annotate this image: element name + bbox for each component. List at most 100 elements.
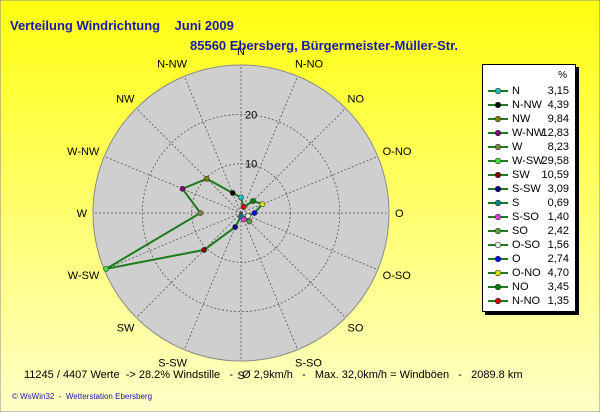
legend-value: 29,58	[541, 155, 569, 167]
ring-label-20: 20	[245, 109, 257, 121]
legend-marker-n-nw	[488, 101, 508, 109]
legend-entry-no: NO 3,45	[487, 281, 573, 294]
chart-subtitle: 85560 Ebersberg, Bürgermeister-Müller-St…	[190, 38, 459, 53]
legend-value: 4,70	[547, 267, 569, 279]
spoke-o-so	[240, 212, 378, 271]
legend-unit: %	[558, 70, 567, 81]
legend-marker-s-sw	[488, 185, 508, 193]
direction-label-n-nw: N-NW	[157, 58, 188, 70]
point-s-so	[240, 216, 247, 223]
legend-marker-w	[488, 143, 508, 151]
direction-label-s-sw: S-SW	[158, 358, 187, 370]
direction-label-o-so: O-SO	[383, 270, 412, 282]
legend-marker-s-so	[488, 213, 508, 221]
legend-label: SO	[512, 225, 528, 237]
legend-label: NW	[512, 113, 531, 125]
point-no	[250, 198, 256, 204]
point-w-sw	[103, 265, 110, 272]
direction-label-sw: SW	[117, 323, 135, 335]
legend-entry-w: W 8,23	[487, 141, 573, 154]
direction-label-o: O	[395, 208, 404, 220]
direction-label-w: W	[77, 208, 88, 220]
legend-value: 1,56	[547, 239, 569, 251]
point-o-no	[259, 201, 266, 208]
legend-label: S-SW	[512, 183, 541, 195]
direction-label-no: NO	[348, 93, 365, 105]
legend-entry-n-nw: N-NW 4,39	[487, 99, 573, 112]
credit-line: © WsWin32 - Wetterstation Ebersberg	[12, 392, 153, 401]
legend-entry-n: N 3,15	[487, 85, 573, 98]
point-n-no	[240, 203, 247, 210]
legend-value: 1,35	[547, 295, 569, 307]
direction-label-s-so: S-SO	[295, 358, 322, 370]
spoke-n-no	[240, 76, 299, 214]
legend-label: W-SW	[512, 155, 544, 167]
spoke-no	[240, 108, 346, 214]
spoke-so	[240, 212, 346, 318]
legend-marker-w-nw	[488, 129, 508, 137]
legend-label: SW	[512, 169, 530, 181]
legend-marker-w-sw	[488, 157, 508, 165]
legend-value: 1,40	[547, 211, 569, 223]
legend-value: 8,23	[547, 141, 569, 153]
legend-entry-w-nw: W-NW 12,83	[487, 127, 573, 140]
point-n-nw	[229, 190, 236, 196]
legend-label: S-SO	[512, 211, 539, 223]
ring-label-10: 10	[245, 159, 257, 171]
spoke-nw	[136, 108, 242, 214]
legend-marker-so	[488, 227, 508, 235]
legend-entry-so: SO 2,42	[487, 225, 573, 238]
legend-marker-sw	[488, 171, 508, 179]
direction-label-n: N	[237, 46, 245, 58]
legend-label: S	[512, 197, 520, 209]
legend-value: 0,69	[547, 197, 569, 209]
legend-label: O-NO	[512, 267, 541, 279]
point-sw	[201, 247, 207, 253]
legend-entry-sw: SW 10,59	[487, 169, 573, 182]
legend-entry-n-no: N-NO 1,35	[487, 295, 573, 308]
legend-value: 2,74	[547, 253, 569, 265]
legend-marker-no	[488, 283, 508, 291]
legend-entry-s-so: S-SO 1,40	[487, 211, 573, 224]
legend-marker-n-no	[488, 297, 508, 305]
spoke-s-so	[240, 212, 299, 350]
spoke-n-nw	[183, 76, 242, 214]
legend-marker-o-no	[488, 269, 508, 277]
legend-marker-o-so	[488, 241, 508, 249]
legend-value: 2,42	[547, 225, 569, 237]
point-o-so	[245, 213, 252, 219]
direction-label-s: S	[237, 370, 244, 382]
legend-value: 10,59	[541, 169, 569, 181]
legend-entry-w-sw: W-SW 29,58	[487, 155, 573, 168]
legend-label: O-SO	[512, 239, 541, 251]
legend-entry-o-no: O-NO 4,70	[487, 267, 573, 280]
point-so	[246, 218, 253, 225]
legend-marker-o	[488, 255, 508, 263]
spoke-w-sw	[104, 212, 242, 271]
legend-label: N	[512, 85, 520, 97]
direction-label-so: SO	[348, 323, 364, 335]
spoke-sw	[136, 212, 242, 318]
point-nw	[203, 175, 210, 182]
legend-value: 3,15	[547, 85, 569, 97]
point-n	[238, 194, 244, 201]
legend-label: N-NO	[512, 295, 541, 307]
legend: % N 3,15 N-NW 4,39 NW 9,84 W-NW 12,83 W 8,23 W-SW 2…	[482, 64, 576, 312]
legend-label: W-NW	[512, 127, 545, 139]
legend-label: N-NW	[512, 99, 542, 111]
legend-entry-s: S 0,69	[487, 197, 573, 210]
direction-label-w-nw: W-NW	[67, 146, 100, 158]
point-w-nw	[179, 185, 186, 192]
legend-entry-o-so: O-SO 1,56	[487, 239, 573, 252]
legend-label: W	[512, 141, 523, 153]
footer-stats: 11245 / 4407 Werte -> 28.2% Windstille -…	[24, 369, 523, 381]
legend-value: 4,39	[547, 99, 569, 111]
point-o	[251, 210, 258, 216]
legend-label: O	[512, 253, 521, 265]
grid-ring-20	[141, 113, 341, 313]
legend-marker-nw	[488, 115, 508, 123]
point-s-sw	[232, 224, 239, 230]
chart-title: Verteilung Windrichtung Juni 2009	[10, 18, 234, 33]
legend-value: 3,45	[547, 281, 569, 293]
legend-marker-s	[488, 199, 508, 207]
